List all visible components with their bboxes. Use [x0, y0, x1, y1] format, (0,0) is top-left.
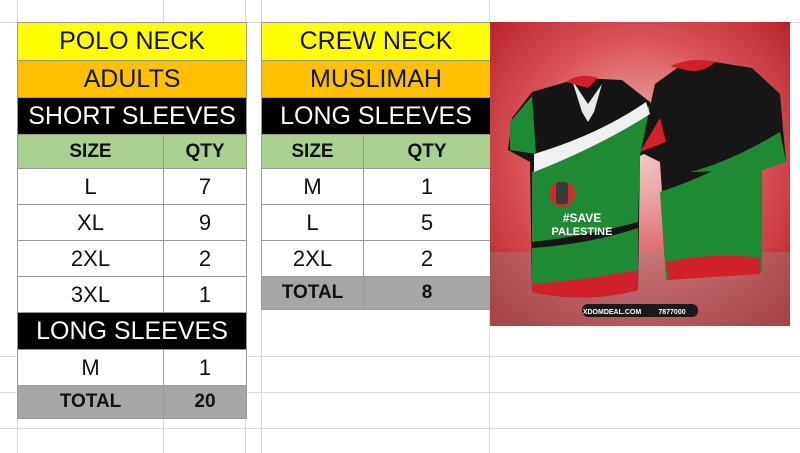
qty-cell[interactable]: 2: [163, 240, 247, 277]
table-row: 2XL 2: [17, 240, 247, 277]
table-row: L 5: [261, 204, 492, 241]
total-label[interactable]: TOTAL: [17, 385, 164, 419]
crew-neck-heading[interactable]: CREW NECK: [260, 22, 492, 61]
qty-cell[interactable]: 5: [362, 204, 492, 241]
size-cell[interactable]: 3XL: [17, 276, 164, 313]
crew-neck-jersey: [640, 59, 786, 280]
size-header[interactable]: SIZE: [261, 134, 364, 169]
slogan-line-1: #SAVE: [563, 211, 601, 225]
qty-cell[interactable]: 1: [362, 168, 492, 205]
adults-heading[interactable]: ADULTS: [17, 60, 247, 98]
long-sleeves-heading[interactable]: LONG SLEEVES: [260, 97, 492, 135]
table-row: L 7: [17, 168, 247, 205]
qty-cell[interactable]: 9: [163, 204, 247, 241]
total-value[interactable]: 20: [163, 385, 247, 419]
qty-cell[interactable]: 7: [163, 168, 247, 205]
size-cell[interactable]: 2XL: [17, 240, 164, 277]
size-cell[interactable]: L: [261, 204, 364, 241]
table-row: 2XL 2: [261, 240, 492, 277]
table-row: XL 9: [17, 204, 247, 241]
jersey-product-image[interactable]: #SAVE PALESTINE XDOMDEAL.COM 7877000: [490, 22, 790, 326]
qty-cell[interactable]: 1: [163, 276, 247, 313]
crew-neck-table: CREW NECK MUSLIMAH LONG SLEEVES SIZE QTY…: [260, 22, 492, 310]
qty-header[interactable]: QTY: [163, 134, 247, 169]
polo-neck-heading[interactable]: POLO NECK: [17, 22, 247, 61]
size-cell[interactable]: M: [261, 168, 364, 205]
table-row: M 1: [261, 168, 492, 205]
short-sleeves-heading[interactable]: SHORT SLEEVES: [17, 97, 247, 135]
slogan-line-2: PALESTINE: [552, 226, 613, 238]
table-row: 3XL 1: [17, 276, 247, 313]
size-cell[interactable]: L: [17, 168, 164, 205]
table-row: M 1: [17, 349, 247, 386]
footer-phone: 7877000: [658, 309, 685, 316]
footer-site: XDOMDEAL.COM: [583, 309, 642, 316]
long-sleeves-heading[interactable]: LONG SLEEVES: [17, 312, 247, 350]
size-cell[interactable]: XL: [17, 204, 164, 241]
polo-neck-jersey: [508, 75, 666, 298]
qty-cell[interactable]: 2: [362, 240, 492, 277]
size-cell[interactable]: 2XL: [261, 240, 364, 277]
qty-cell[interactable]: 1: [163, 349, 247, 386]
muslimah-heading[interactable]: MUSLIMAH: [260, 60, 492, 98]
size-cell[interactable]: M: [17, 349, 164, 386]
polo-neck-table: POLO NECK ADULTS SHORT SLEEVES SIZE QTY …: [17, 22, 247, 419]
qty-header[interactable]: QTY: [362, 134, 492, 169]
total-value[interactable]: 8: [362, 276, 492, 310]
total-label[interactable]: TOTAL: [261, 276, 364, 310]
size-header[interactable]: SIZE: [17, 134, 164, 169]
